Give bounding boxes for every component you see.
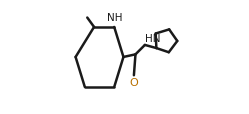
Text: O: O	[129, 78, 138, 88]
Text: NH: NH	[107, 13, 123, 23]
Text: HN: HN	[145, 34, 161, 43]
